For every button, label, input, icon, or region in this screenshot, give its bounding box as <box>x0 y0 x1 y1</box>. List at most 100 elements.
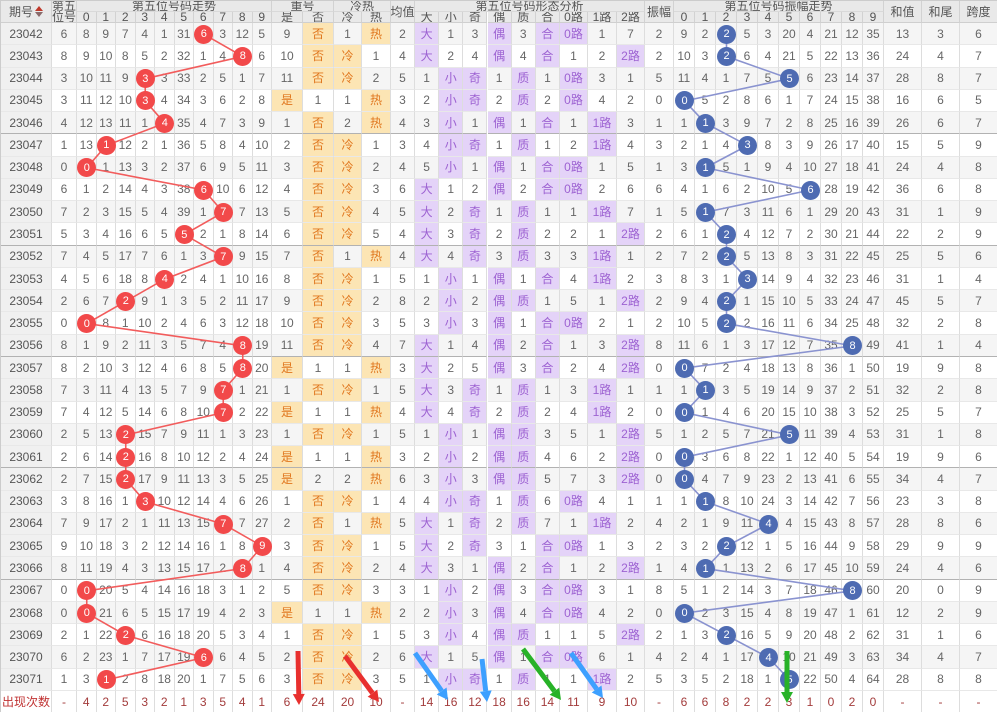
cell-amp: 2 <box>645 624 674 647</box>
form-cell: 4 <box>415 490 440 513</box>
cell-mean: 3 <box>391 579 415 602</box>
cell-span: 7 <box>960 112 997 135</box>
amp-trend-cell: 7 <box>779 223 800 246</box>
trend-cell: 3 <box>135 156 155 179</box>
cell-fou: 2 <box>303 468 334 491</box>
trend-cell: 2 <box>135 134 155 157</box>
amp-ball: 1 <box>696 559 715 579</box>
sub-header-amp-3: 3 <box>737 12 758 23</box>
cell-span: 9 <box>960 134 997 157</box>
cell-leng: 冷 <box>334 156 362 179</box>
cell-fou: 否 <box>303 156 334 179</box>
form-cell: 5 <box>463 357 488 380</box>
form-cell: 2 <box>463 290 488 313</box>
trend-cell: 14 <box>116 178 136 202</box>
cell-amp: 3 <box>645 134 674 157</box>
cell-re: 2 <box>362 557 391 580</box>
trend-cell: 4 <box>213 490 233 513</box>
column-header-period[interactable]: 期号 <box>1 1 52 23</box>
amp-trend-cell: 11 <box>737 512 758 536</box>
trend-cell: 6 <box>213 89 233 113</box>
cell-sumtail: 6 <box>922 89 960 113</box>
footer-sumtail: - <box>922 691 960 712</box>
form-cell: 3 <box>535 245 560 268</box>
trend-cell: 13 <box>135 379 155 402</box>
amp-trend-cell: 1 <box>674 379 695 402</box>
trend-cell: 1 <box>252 557 272 580</box>
sub-header-trend-2: 2 <box>116 12 136 23</box>
trend-ball: 1 <box>96 670 116 690</box>
amp-trend-cell: 14 <box>779 379 800 402</box>
trend-cell: 6 <box>233 178 253 202</box>
trend-cell: 18 <box>96 535 116 558</box>
cell-amp: 6 <box>645 178 674 202</box>
lu-cell: 7 <box>617 23 645 46</box>
trend-cell: 19 <box>174 646 194 669</box>
amp-trend-cell: 6 <box>737 45 758 68</box>
cell-re: 1 <box>362 535 391 558</box>
cell-span: 9 <box>960 580 997 602</box>
cell-sum: 25 <box>884 401 922 424</box>
amp-trend-cell: 52 <box>863 401 884 424</box>
amp-ball: 2 <box>717 314 736 334</box>
form-cell: 1 <box>535 134 560 157</box>
row-period: 23043 <box>1 45 52 68</box>
cell-re: 热 <box>362 112 391 135</box>
sort-icon[interactable] <box>35 6 43 17</box>
cell-re: 3 <box>362 579 391 602</box>
sub-header-amp-9: 9 <box>863 12 884 23</box>
trend-cell: 17 <box>116 245 136 268</box>
cell-sum: 34 <box>884 468 922 491</box>
row-digit: 7 <box>52 245 77 268</box>
footer-trend-cell: 4 <box>77 691 97 712</box>
cell-sum: 31 <box>884 624 922 647</box>
form-cell: 偶 <box>487 557 512 580</box>
trend-cell: 10 <box>233 267 253 291</box>
cell-sumtail: 9 <box>922 535 960 558</box>
amp-trend-cell: 9 <box>674 290 695 313</box>
amp-trend-cell: 11 <box>800 423 821 447</box>
trend-cell: 37 <box>174 156 194 179</box>
cell-sumtail: 4 <box>922 557 960 580</box>
trend-ball: 1 <box>96 135 116 155</box>
trend-cell: 39 <box>174 201 194 224</box>
amp-trend-cell: 7 <box>737 67 758 90</box>
group-header-coldhot: 冷热 <box>334 1 391 12</box>
cell-fou: 否 <box>303 334 334 357</box>
amp-trend-cell: 6 <box>695 334 716 357</box>
row-period: 23065 <box>1 535 52 558</box>
amp-trend-cell: 7 <box>695 357 716 380</box>
trend-cell: 11 <box>135 334 155 357</box>
cell-amp: 0 <box>645 601 674 625</box>
cell-fou: 否 <box>303 646 334 669</box>
form-cell: 大 <box>415 23 440 46</box>
trend-cell: 3 <box>213 23 233 46</box>
trend-cell: 1 <box>213 267 233 291</box>
amp-trend-cell: 15 <box>842 89 863 113</box>
cell-amp: 2 <box>645 223 674 246</box>
trend-cell: 27 <box>252 512 272 536</box>
form-cell: 合 <box>535 23 560 46</box>
amp-trend-cell: 2 <box>674 134 695 157</box>
form-cell: 2 <box>535 223 560 246</box>
cell-leng: 冷 <box>334 45 362 68</box>
amp-trend-cell: 2 <box>695 245 716 268</box>
amp-trend-cell: 40 <box>821 446 842 469</box>
amp-trend-cell: 3 <box>758 23 779 46</box>
row-period: 23050 <box>1 201 52 224</box>
footer-amp-trend-cell: 3 <box>779 691 800 712</box>
amp-trend-cell: 1 <box>737 156 758 179</box>
row-period: 23055 <box>1 312 52 335</box>
amp-trend-cell: 50 <box>863 357 884 380</box>
cell-span: 6 <box>960 23 997 46</box>
trend-cell: 4 <box>77 401 97 424</box>
trend-cell: 3 <box>77 379 97 402</box>
cell-span: 7 <box>960 646 997 669</box>
amp-trend-cell: 26 <box>821 134 842 157</box>
trend-cell: 2 <box>96 178 116 202</box>
lu-cell: 0路 <box>560 156 588 179</box>
trend-cell: 10 <box>174 446 194 469</box>
amp-trend-cell: 64 <box>863 668 884 691</box>
trend-cell: 16 <box>252 267 272 291</box>
